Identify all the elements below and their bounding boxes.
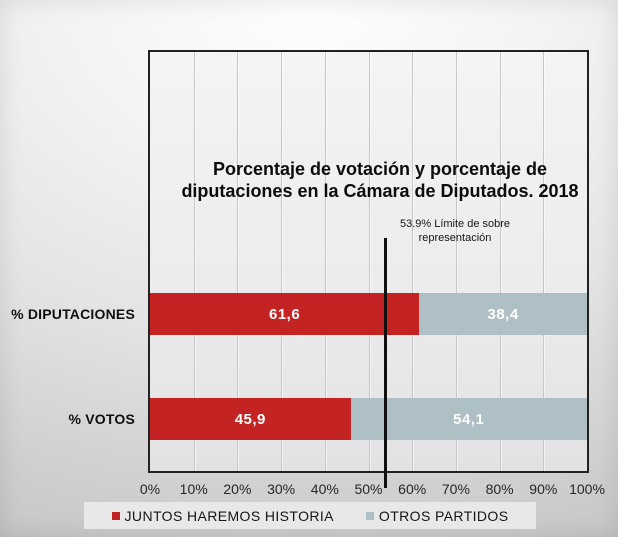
x-axis-tick-label: 90% [529,481,558,497]
bar-value-label: 61,6 [268,305,301,323]
category-label: % DIPUTACIONES [11,306,135,322]
legend-swatch [111,511,120,520]
annotation-line2: representación [418,232,492,244]
gridline [368,52,370,471]
x-axis-tick-label: 30% [267,481,296,497]
gridline [543,52,545,471]
x-axis-tick-label: 10% [179,481,208,497]
bar-value-label: 45,9 [234,410,266,428]
gridline [237,52,239,471]
legend-label: OTROS PARTIDOS [378,507,509,524]
x-axis-tick-label: 20% [223,481,252,497]
bar-row: 45,9 54,1 [150,398,587,440]
bar-segment-series-2: 38,4 [419,293,587,335]
x-axis-tick-label: 100% [569,481,605,497]
chart-title-line2: diputaciones en la Cámara de Diputados. … [181,181,579,201]
gridline [412,52,414,471]
bar-value-label: 38,4 [487,305,519,323]
gridline [281,52,283,471]
x-axis-tick-label: 50% [354,481,383,497]
bar-value-label: 54,1 [453,410,485,428]
bar-row: 61,6 38,4 [150,293,587,335]
legend-item-2: OTROS PARTIDOS [365,507,509,524]
x-axis-tick-label: 0% [139,481,161,497]
chart-title: Porcentaje de votación y porcentaje de d… [144,158,616,202]
legend-swatch [365,511,374,520]
x-axis-tick-label: 40% [310,481,339,497]
reference-line [384,238,388,488]
legend-label: JUNTOS HAREMOS HISTORIA [124,507,334,524]
x-axis-tick-label: 60% [398,481,427,497]
x-axis-tick-label: 70% [441,481,470,497]
legend: JUNTOS HAREMOS HISTORIA OTROS PARTIDOS [84,502,536,529]
gridline [193,52,195,471]
bar-segment-series-2: 54,1 [350,398,587,440]
gridline [499,52,501,471]
bar-segment-series-1: 45,9 [150,398,351,440]
x-axis-tick-label: 80% [485,481,514,497]
chart-title-line1: Porcentaje de votación y porcentaje de [212,159,548,179]
chart-plot-area: 61,6 38,4 45,9 54,1 [148,50,589,473]
reference-line-annotation: 53.9% Límite de sobre representación [355,217,555,245]
annotation-line1: 53.9% Límite de sobre [399,218,511,230]
category-label: % VOTOS [68,411,135,427]
legend-item-1: JUNTOS HAREMOS HISTORIA [111,507,334,524]
gridline [455,52,457,471]
bar-segment-series-1: 61,6 [150,293,420,335]
gridline [324,52,326,471]
